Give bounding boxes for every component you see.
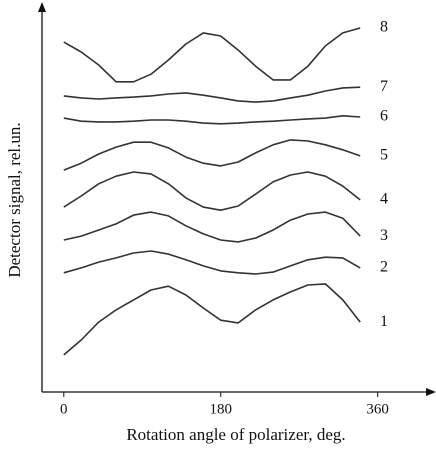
series-line [63,115,361,125]
series-line [63,27,361,83]
y-axis-arrow [38,2,46,12]
y-axis-label: Detector signal, rel.un. [5,122,24,277]
series-label: 5 [380,147,388,164]
series-label: 6 [380,108,388,125]
series-label: 3 [380,227,388,244]
series-line [63,86,361,103]
series-line [63,283,361,356]
x-tick-label: 360 [366,401,389,417]
series-label: 4 [380,191,388,208]
series-line [63,211,361,243]
series-label: 7 [380,78,388,95]
series-line [63,139,361,171]
x-tick-label: 0 [60,401,68,417]
series-label: 1 [380,313,388,330]
series-label: 2 [380,259,388,276]
x-axis-label: Rotation angle of polarizer, deg. [126,425,345,444]
series-line [63,171,361,211]
series-label: 8 [380,19,388,36]
series-line [63,250,361,275]
x-axis-arrow [426,388,436,396]
x-tick-label: 180 [209,401,232,417]
